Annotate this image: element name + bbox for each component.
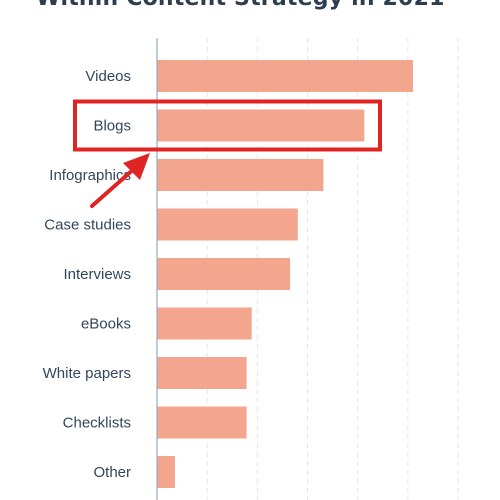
category-label: eBooks xyxy=(81,316,131,333)
highlight-annotation xyxy=(73,99,382,208)
category-labels: Videos Blogs Infographics Case studies Inter… xyxy=(43,68,131,481)
bar-white-papers xyxy=(157,357,247,389)
bar-ebooks xyxy=(157,307,252,340)
arrow-head xyxy=(123,153,150,180)
category-label: Videos xyxy=(85,68,131,85)
category-label: Checklists xyxy=(63,415,131,432)
bar-interviews xyxy=(157,258,291,290)
bar-other xyxy=(157,456,175,488)
category-label: Interviews xyxy=(63,266,131,283)
category-label: Blogs xyxy=(93,118,131,135)
bar-case-studies xyxy=(157,208,298,241)
category-label: Infographics xyxy=(49,167,131,184)
chart-title: Within Content Strategy in 2021 xyxy=(36,0,445,11)
bars xyxy=(157,60,413,488)
bar-blogs xyxy=(157,109,365,142)
arrow-shaft xyxy=(90,166,137,208)
category-label: White papers xyxy=(43,365,131,382)
category-label: Other xyxy=(93,464,131,481)
bar-checklists xyxy=(157,406,247,439)
highlight-box xyxy=(73,99,382,152)
bar-videos xyxy=(157,60,413,92)
category-label: Case studies xyxy=(44,217,131,234)
bar-infographics xyxy=(157,159,324,191)
